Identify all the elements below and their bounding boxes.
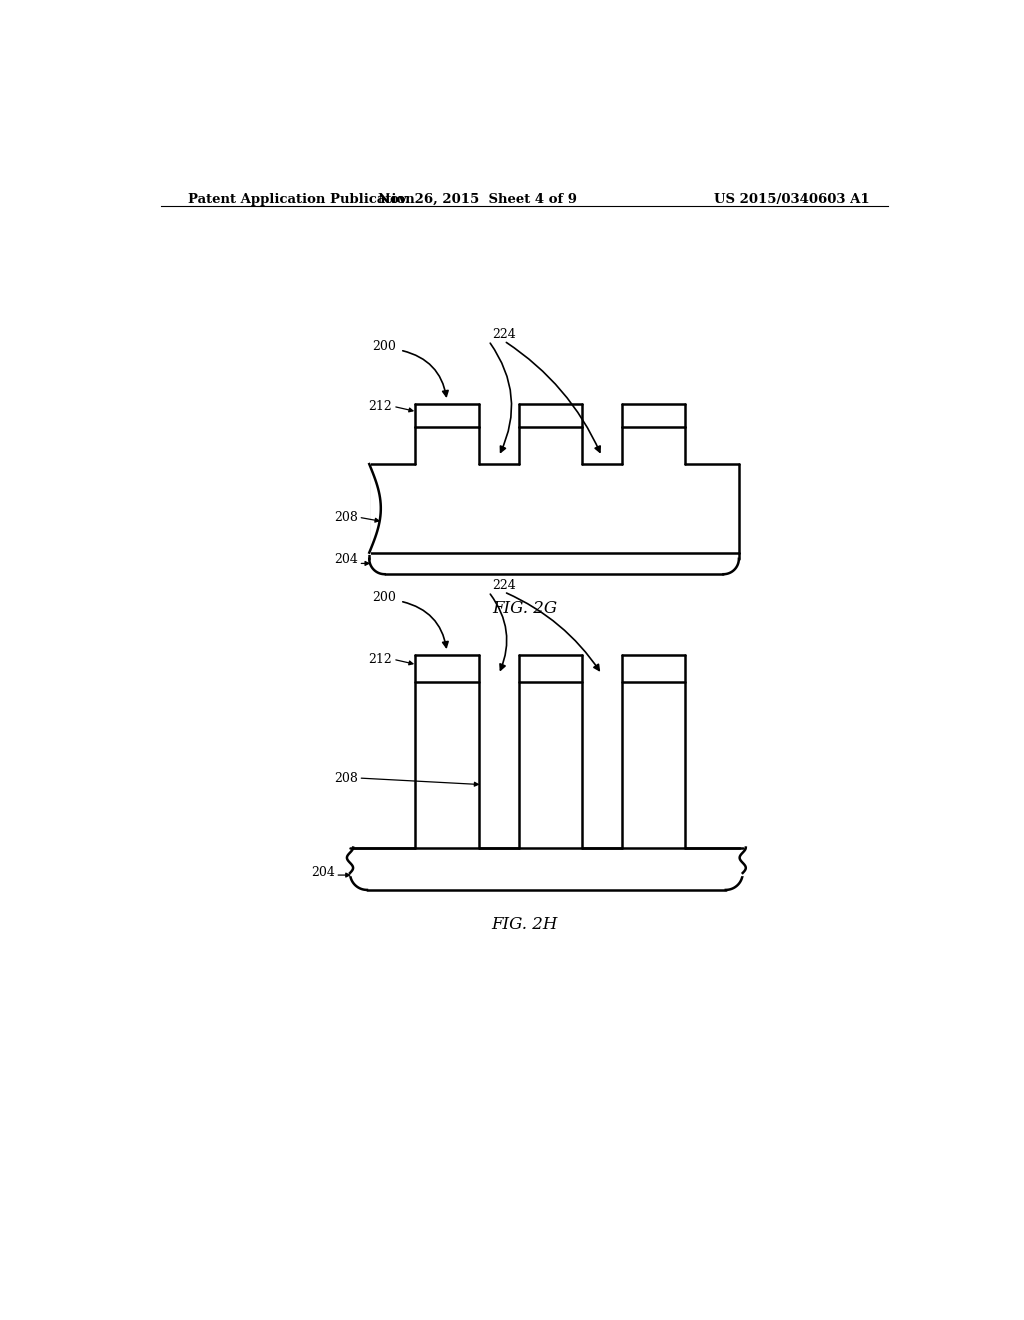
Text: 200: 200 <box>373 591 396 603</box>
Text: 224: 224 <box>493 329 516 342</box>
Text: 204: 204 <box>310 866 335 879</box>
Text: US 2015/0340603 A1: US 2015/0340603 A1 <box>714 193 869 206</box>
Text: 224: 224 <box>493 579 516 593</box>
Text: 204: 204 <box>334 553 357 566</box>
Text: FIG. 2H: FIG. 2H <box>492 916 558 933</box>
Text: 212: 212 <box>369 400 392 413</box>
Text: 212: 212 <box>369 653 392 665</box>
Text: 208: 208 <box>334 771 357 784</box>
Text: FIG. 2G: FIG. 2G <box>493 601 557 618</box>
Text: 200: 200 <box>373 339 396 352</box>
Text: 208: 208 <box>334 511 357 524</box>
Text: Nov. 26, 2015  Sheet 4 of 9: Nov. 26, 2015 Sheet 4 of 9 <box>378 193 577 206</box>
Text: Patent Application Publication: Patent Application Publication <box>188 193 415 206</box>
